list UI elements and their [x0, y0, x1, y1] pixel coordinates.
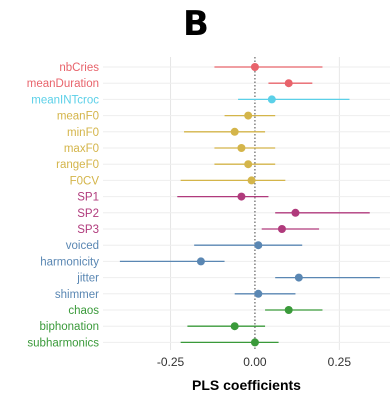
y-label-nbCries: nbCries	[59, 62, 99, 74]
y-label-F0CV: F0CV	[70, 175, 100, 187]
y-label-subharmonics: subharmonics	[27, 337, 99, 349]
y-label-minF0: minF0	[67, 127, 99, 139]
point-rangeF0	[244, 160, 253, 169]
grid	[103, 57, 390, 350]
y-label-meanDuration: meanDuration	[27, 78, 99, 90]
panel-letter: B	[183, 4, 209, 44]
y-label-meanF0: meanF0	[57, 111, 99, 123]
x-tick-label-1: 0.00	[243, 355, 267, 369]
point-minF0	[230, 127, 239, 136]
point-F0CV	[247, 176, 256, 185]
whiskers	[119, 66, 380, 344]
y-label-jitter: jitter	[76, 273, 99, 285]
point-meanDuration	[284, 79, 293, 88]
y-label-voiced: voiced	[66, 240, 99, 252]
point-chaos	[284, 306, 293, 314]
y-label-rangeF0: rangeF0	[56, 159, 99, 171]
point-maxF0	[237, 144, 246, 152]
point-nbCries	[250, 63, 259, 71]
x-tick-label-2: 0.25	[328, 355, 352, 369]
point-jitter	[294, 273, 303, 282]
point-voiced	[254, 241, 263, 250]
x-tick-labels: -0.25 0.00 0.25	[157, 355, 352, 369]
y-label-meanINTcroc: meanINTcroc	[31, 94, 99, 106]
y-label-harmonicity: harmonicity	[40, 256, 99, 268]
x-axis-label: PLS coefficients	[192, 377, 301, 393]
y-label-biphonation: biphonation	[40, 321, 99, 333]
points	[196, 63, 303, 347]
point-biphonation	[230, 322, 239, 331]
point-meanINTcroc	[267, 95, 276, 104]
point-SP3	[277, 225, 286, 233]
point-shimmer	[254, 289, 263, 298]
y-label-SP2: SP2	[77, 208, 99, 220]
point-meanF0	[244, 111, 253, 120]
y-label-chaos: chaos	[68, 305, 99, 317]
y-label-maxF0: maxF0	[64, 143, 99, 155]
point-harmonicity	[196, 257, 205, 266]
point-subharmonics	[250, 338, 259, 347]
point-SP2	[291, 208, 300, 217]
y-label-SP3: SP3	[77, 224, 99, 236]
point-SP1	[237, 192, 246, 201]
y-tick-labels: nbCries meanDuration meanINTcroc meanF0 minF…	[27, 62, 100, 349]
y-label-shimmer: shimmer	[55, 289, 99, 301]
y-label-SP1: SP1	[77, 192, 99, 204]
x-tick-label-0: -0.25	[157, 355, 185, 369]
